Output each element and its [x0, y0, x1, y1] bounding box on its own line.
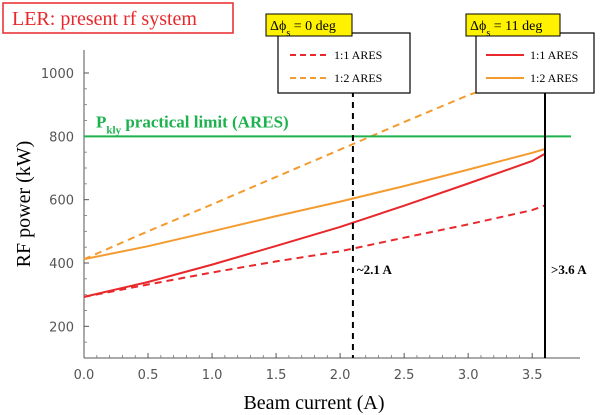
series-line-dphi0-11 [83, 204, 546, 298]
y-tick-label: 400 [49, 257, 74, 272]
legend-dphi11-item-12: 1:2 ARES [530, 71, 578, 85]
x-tick-label: 2.5 [394, 368, 415, 383]
vline-2p1-label: ~2.1 A [357, 262, 393, 277]
y-tick-label: 600 [49, 194, 74, 209]
y-tick-label: 800 [49, 130, 74, 145]
chart-title: LER: present rf system [12, 8, 197, 30]
legend-dphi0-item-12: 1:2 ARES [334, 71, 382, 85]
x-axis-label: Beam current (A) [243, 392, 384, 414]
vline-3p6-label: >3.6 A [551, 262, 587, 277]
x-tick-label: 1.0 [202, 368, 223, 383]
legend-dphi11-header-box [465, 13, 561, 37]
limit-label: Pkly practical limit (ARES) [96, 112, 289, 136]
y-tick-label: 200 [49, 320, 74, 335]
legend-dphi0-header-box [265, 13, 353, 37]
legend-dphi11-box [475, 32, 595, 94]
x-tick-label: 3.5 [522, 368, 543, 383]
y-tick-label: 1000 [41, 67, 74, 82]
x-tick-label: 3.0 [458, 368, 479, 383]
legend-dphi11-header: Δϕs = 11 deg [470, 19, 542, 39]
chart-title-box [2, 2, 234, 34]
legend-dphi0-header: Δϕs = 0 deg [270, 19, 336, 39]
y-axis-label: RF power (kW) [13, 141, 35, 268]
series-line-dphi0-12 [83, 72, 533, 261]
legend-dphi11-item-11: 1:1 ARES [530, 48, 578, 62]
legend-dphi0-item-11: 1:1 ARES [334, 48, 382, 62]
x-tick-label: 2.0 [330, 368, 351, 383]
legend-dphi0-box [277, 32, 411, 94]
x-tick-label: 1.5 [266, 368, 287, 383]
series-line-dphi11-12 [83, 148, 546, 261]
series-line-dphi11-11 [83, 152, 546, 298]
x-tick-label: 0.5 [138, 368, 159, 383]
x-tick-label: 0.0 [74, 368, 95, 383]
